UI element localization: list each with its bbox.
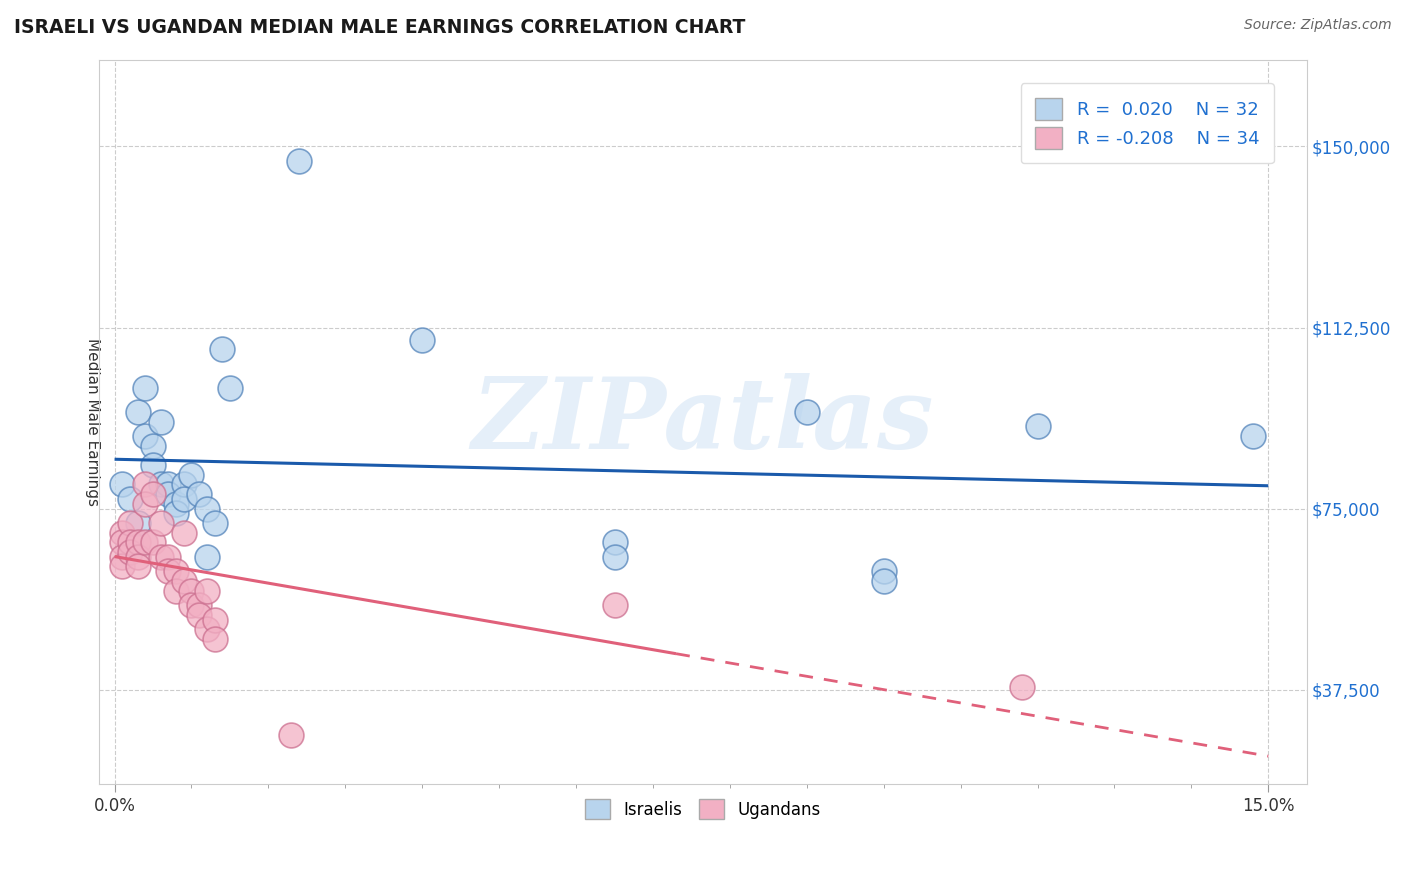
Y-axis label: Median Male Earnings: Median Male Earnings xyxy=(86,338,100,506)
Text: ISRAELI VS UGANDAN MEDIAN MALE EARNINGS CORRELATION CHART: ISRAELI VS UGANDAN MEDIAN MALE EARNINGS … xyxy=(14,18,745,37)
Text: ZIPatlas: ZIPatlas xyxy=(472,374,934,470)
Point xyxy=(180,598,202,612)
Point xyxy=(195,501,218,516)
Point xyxy=(873,564,896,578)
Point xyxy=(188,598,211,612)
Point xyxy=(149,477,172,491)
Point xyxy=(211,343,233,357)
Point xyxy=(180,583,202,598)
Point xyxy=(603,598,626,612)
Point xyxy=(173,491,195,506)
Point xyxy=(195,549,218,564)
Point xyxy=(142,535,165,549)
Legend: Israelis, Ugandans: Israelis, Ugandans xyxy=(579,792,827,826)
Point xyxy=(118,516,141,530)
Point xyxy=(411,333,433,347)
Point xyxy=(165,583,187,598)
Point xyxy=(288,153,311,168)
Point xyxy=(173,477,195,491)
Point xyxy=(127,516,149,530)
Point xyxy=(134,497,156,511)
Point xyxy=(118,491,141,506)
Point xyxy=(127,405,149,419)
Point xyxy=(165,507,187,521)
Point xyxy=(157,564,180,578)
Point xyxy=(142,439,165,453)
Point xyxy=(204,613,226,627)
Point xyxy=(127,549,149,564)
Point xyxy=(111,549,134,564)
Point xyxy=(796,405,818,419)
Point xyxy=(127,559,149,574)
Point xyxy=(603,549,626,564)
Point xyxy=(165,497,187,511)
Point xyxy=(157,487,180,501)
Point xyxy=(180,467,202,482)
Point xyxy=(188,607,211,622)
Point xyxy=(188,487,211,501)
Point xyxy=(873,574,896,588)
Point xyxy=(204,516,226,530)
Point xyxy=(149,549,172,564)
Point xyxy=(111,559,134,574)
Point xyxy=(219,381,242,395)
Point xyxy=(280,729,302,743)
Point xyxy=(195,622,218,636)
Text: Source: ZipAtlas.com: Source: ZipAtlas.com xyxy=(1244,18,1392,32)
Point xyxy=(204,632,226,646)
Point xyxy=(603,535,626,549)
Point xyxy=(157,477,180,491)
Point xyxy=(195,583,218,598)
Point xyxy=(173,525,195,540)
Point xyxy=(111,525,134,540)
Point xyxy=(118,545,141,559)
Point xyxy=(1241,429,1264,443)
Point xyxy=(134,535,156,549)
Point xyxy=(1011,680,1033,694)
Point xyxy=(134,477,156,491)
Point xyxy=(149,415,172,429)
Point xyxy=(134,381,156,395)
Point xyxy=(165,564,187,578)
Point xyxy=(118,535,141,549)
Point xyxy=(134,429,156,443)
Point xyxy=(142,487,165,501)
Point xyxy=(127,535,149,549)
Point xyxy=(173,574,195,588)
Point xyxy=(149,516,172,530)
Point xyxy=(157,549,180,564)
Point xyxy=(111,477,134,491)
Point xyxy=(1026,419,1049,434)
Point xyxy=(142,458,165,472)
Point xyxy=(111,535,134,549)
